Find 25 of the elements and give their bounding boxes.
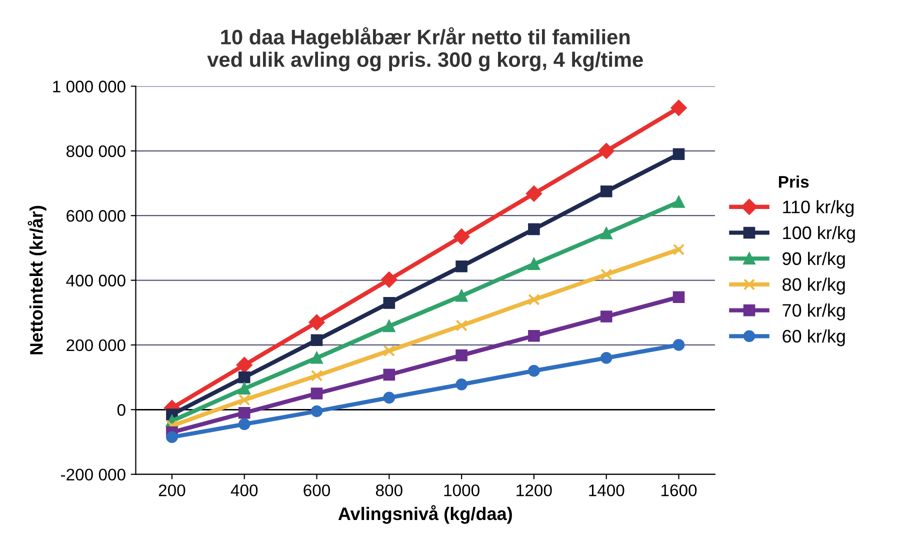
- y-tick-label: 200 000: [66, 339, 126, 352]
- x-tick-label: 1000: [444, 484, 480, 496]
- y-tick-label: 0: [117, 404, 126, 416]
- y-axis-title: Nettointekt (kr/år): [28, 206, 46, 354]
- x-tick-label: 800: [376, 484, 402, 496]
- legend-label: 60 kr/kg: [782, 329, 845, 346]
- chart-title: 10 daa Hageblåbær Kr/år netto til familien ved ulik avling og pris. 300 g korg, 4 kg/time: [207, 27, 643, 72]
- y-tick-label: -200 000: [60, 468, 126, 481]
- x-axis-title: Avlingsnivå (kg/daa): [338, 505, 512, 524]
- y-tick-label: 1 000 000: [53, 80, 126, 92]
- x-tick-label: 1600: [661, 484, 697, 496]
- legend-label: 70 kr/kg: [782, 304, 845, 320]
- x-tick-label: 1200: [516, 484, 552, 496]
- y-tick-label: 400 000: [66, 274, 126, 286]
- legend-title: Pris: [778, 176, 809, 188]
- x-tick-label: 1400: [589, 484, 624, 496]
- y-tick-label: 800 000: [66, 145, 126, 158]
- legend-label: 80 kr/kg: [782, 278, 845, 295]
- x-tick-label: 200: [158, 484, 186, 496]
- x-tick-label: 400: [230, 484, 258, 496]
- y-tick-label: 600 000: [66, 210, 126, 222]
- x-tick-label: 600: [304, 484, 330, 496]
- legend-label: 90 kr/kg: [782, 252, 845, 269]
- legend-label: 110 kr/kg: [783, 200, 854, 217]
- legend-label: 100 kr/kg: [783, 226, 855, 243]
